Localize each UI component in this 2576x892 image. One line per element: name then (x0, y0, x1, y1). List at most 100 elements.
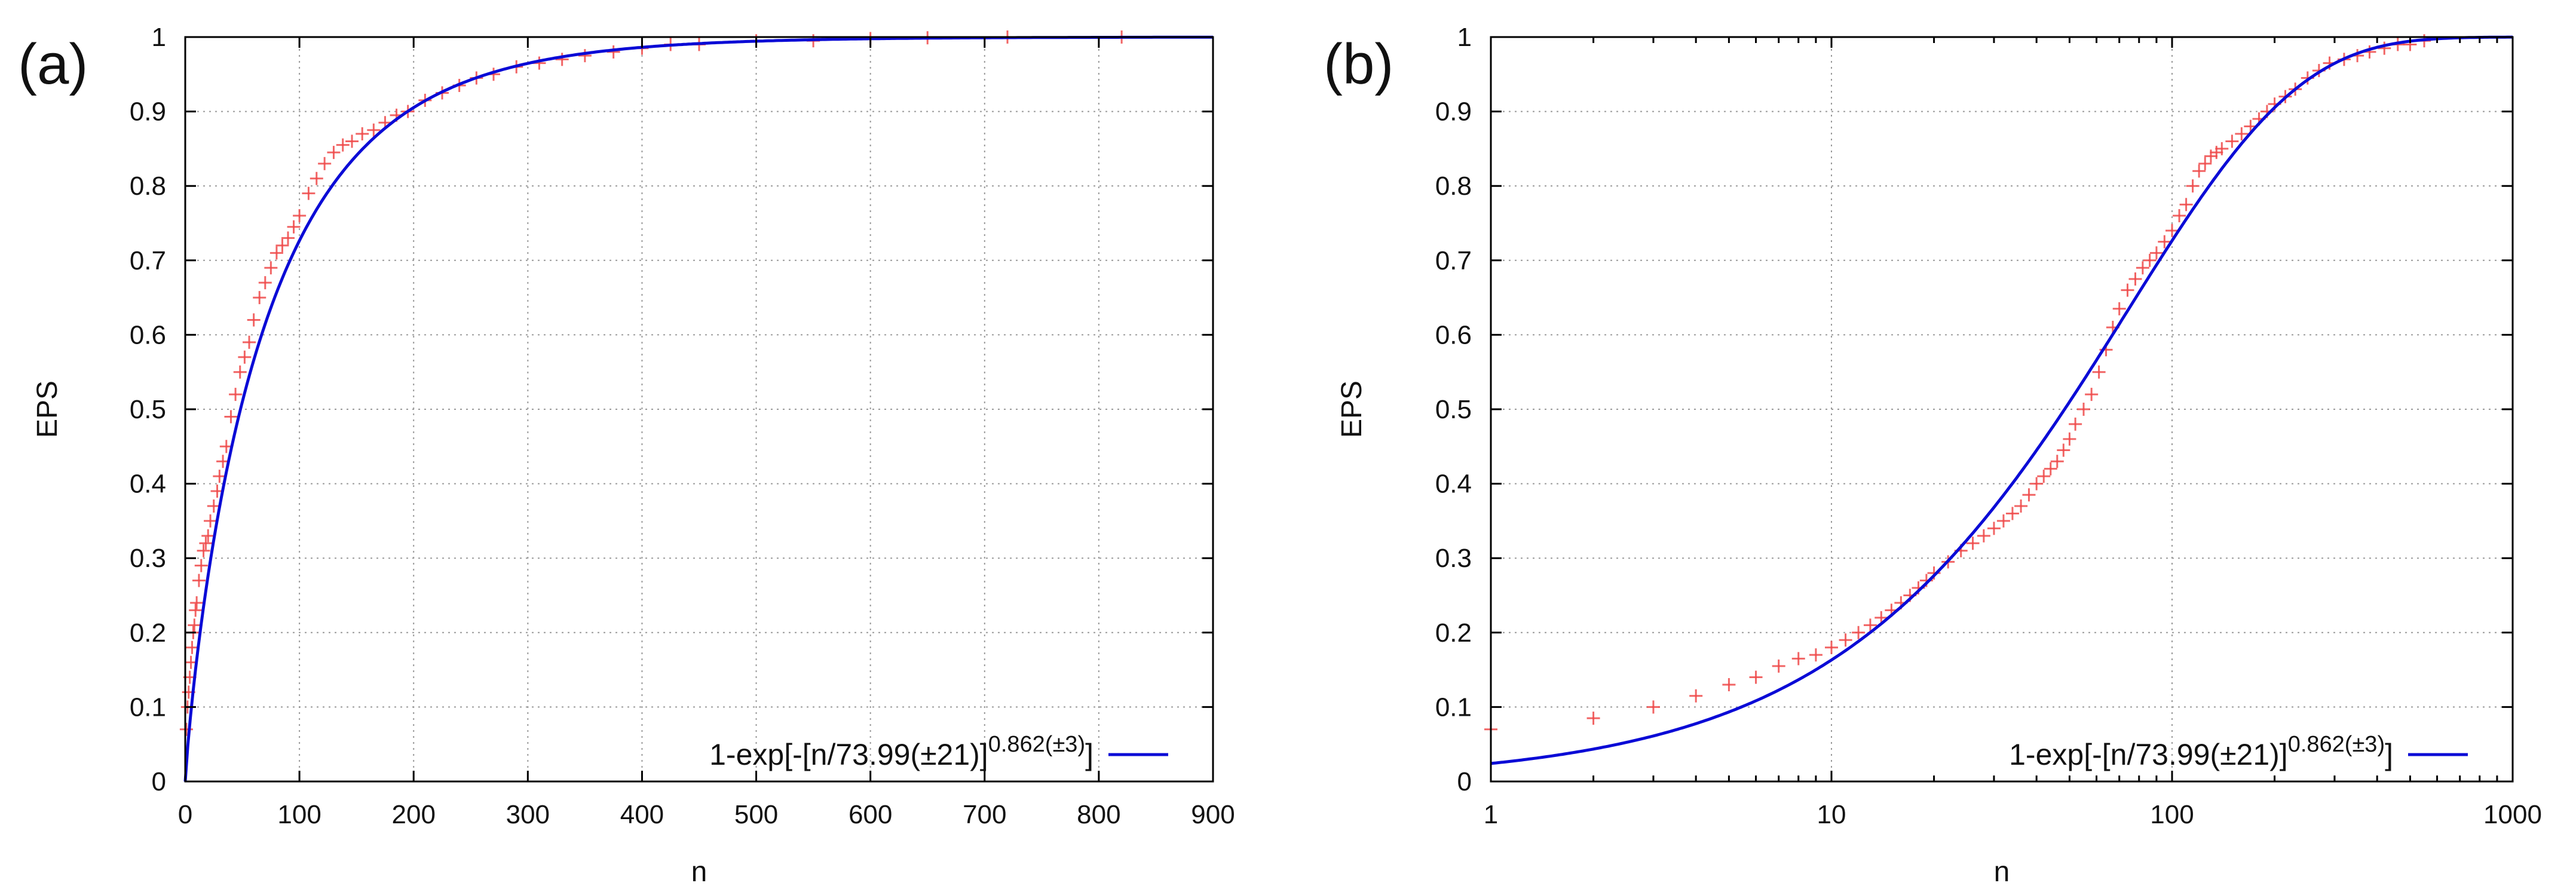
y-tick-label: 0.7 (1435, 246, 1472, 275)
y-tick-label: 0.6 (1435, 320, 1472, 350)
x-tick-label: 900 (1191, 800, 1235, 829)
panel-a-legend-main: 1-exp[-[n/73.99(±21)] (709, 738, 988, 771)
data-point (188, 618, 201, 632)
data-point (287, 220, 301, 234)
panel-b-x-axis-label: n (1994, 856, 2010, 888)
panel-a-linear-plot: (a) 0 100 200 300 400 500 600 700 800 900 0 0.1 0.2… (18, 23, 1235, 888)
x-tick-label: 200 (392, 800, 436, 829)
panel-b-fit-curve (1490, 35, 2513, 765)
data-point (247, 313, 261, 327)
y-tick-label: 0.5 (130, 395, 166, 424)
data-point (281, 231, 295, 245)
y-tick-label: 0.7 (130, 246, 166, 275)
x-tick-label: 700 (963, 800, 1006, 829)
data-point (1977, 529, 1990, 542)
panel-a-grid (185, 37, 1213, 781)
data-point (201, 529, 215, 542)
panel-a-legend: 1-exp[-[n/73.99(±21)]0.862(±3)] (709, 732, 1168, 771)
data-point (2057, 443, 2070, 457)
panel-a-label: (a) (18, 32, 88, 96)
data-point (1863, 618, 1877, 632)
data-point (199, 537, 213, 550)
data-point (2092, 365, 2106, 379)
x-tick-label: 100 (2150, 800, 2194, 829)
x-tick-label: 1000 (2483, 800, 2542, 829)
panel-a-legend-close: ] (1085, 738, 1094, 771)
panel-a-y-axis-label: EPS (32, 381, 63, 438)
panel-a-x-axis-label: n (691, 856, 707, 888)
data-point (233, 365, 247, 379)
data-point (293, 209, 307, 223)
data-point (2063, 432, 2076, 446)
panel-a-x-tick-labels: 0 100 200 300 400 500 600 700 800 900 (178, 800, 1235, 829)
data-point (190, 596, 204, 609)
data-point (1749, 670, 1763, 684)
data-point (213, 470, 226, 483)
data-point (1825, 640, 1838, 654)
data-point (258, 276, 272, 290)
data-point (1852, 626, 1866, 639)
panel-a-legend-exponent: 0.862(±3) (988, 732, 1085, 757)
y-tick-label: 0.2 (1435, 618, 1472, 648)
y-tick-label: 0.6 (130, 320, 166, 350)
data-point (264, 261, 278, 275)
data-point (310, 171, 323, 185)
data-point (192, 574, 206, 587)
data-point (269, 246, 283, 260)
data-point (1646, 700, 1660, 714)
data-point (2077, 403, 2091, 416)
panel-b-legend-exponent: 0.862(±3) (2288, 732, 2385, 757)
data-point (2128, 272, 2142, 286)
y-tick-label: 0.9 (1435, 97, 1472, 127)
data-point (2235, 127, 2249, 140)
y-tick-label: 0.1 (1435, 692, 1472, 722)
x-tick-label: 100 (277, 800, 321, 829)
panel-b-frame (1490, 36, 2514, 783)
y-tick-label: 1 (152, 23, 166, 52)
data-point (2050, 455, 2064, 468)
panel-b-legend-text: 1-exp[-[n/73.99(±21)]0.862(±3)] (2009, 732, 2393, 771)
y-tick-label: 0.4 (1435, 470, 1472, 499)
x-tick-label: 300 (506, 800, 550, 829)
y-tick-label: 0.4 (130, 470, 166, 499)
data-point (1586, 712, 1600, 725)
data-point (1689, 689, 1703, 703)
data-point (356, 127, 369, 140)
panel-b-legend: 1-exp[-[n/73.99(±21)]0.862(±3)] (2009, 732, 2468, 771)
y-tick-label: 0.8 (130, 171, 166, 201)
data-point (302, 186, 316, 200)
panel-a-ticks (184, 36, 1214, 783)
data-point (2022, 488, 2036, 502)
data-point (2158, 235, 2171, 249)
data-point (194, 559, 208, 572)
x-tick-label: 500 (734, 800, 778, 829)
x-tick-label: 400 (620, 800, 664, 829)
y-tick-label: 1 (1457, 23, 1472, 52)
data-point (204, 514, 218, 528)
data-point (2112, 302, 2126, 315)
panel-b-legend-close: ] (2385, 738, 2393, 771)
data-point (2121, 283, 2134, 297)
data-point (318, 157, 332, 170)
data-point (229, 388, 243, 401)
data-point (2030, 477, 2044, 491)
y-tick-label: 0.3 (1435, 544, 1472, 573)
data-point (336, 138, 350, 152)
panel-b-y-axis-label: EPS (1336, 381, 1368, 438)
data-point (2186, 179, 2200, 193)
data-point (2179, 198, 2193, 211)
data-point (2192, 164, 2206, 178)
y-tick-label: 0 (1457, 767, 1472, 796)
data-point (2225, 134, 2239, 148)
data-point (2173, 209, 2186, 223)
data-point (2149, 246, 2163, 260)
panel-b-legend-main: 1-exp[-[n/73.99(±21)] (2009, 738, 2288, 771)
data-point (1809, 648, 1823, 662)
data-point (2143, 253, 2157, 267)
data-point (243, 335, 256, 349)
data-point (327, 146, 341, 160)
data-point (2085, 388, 2099, 401)
x-tick-label: 1 (1484, 800, 1498, 829)
data-point (345, 134, 359, 148)
